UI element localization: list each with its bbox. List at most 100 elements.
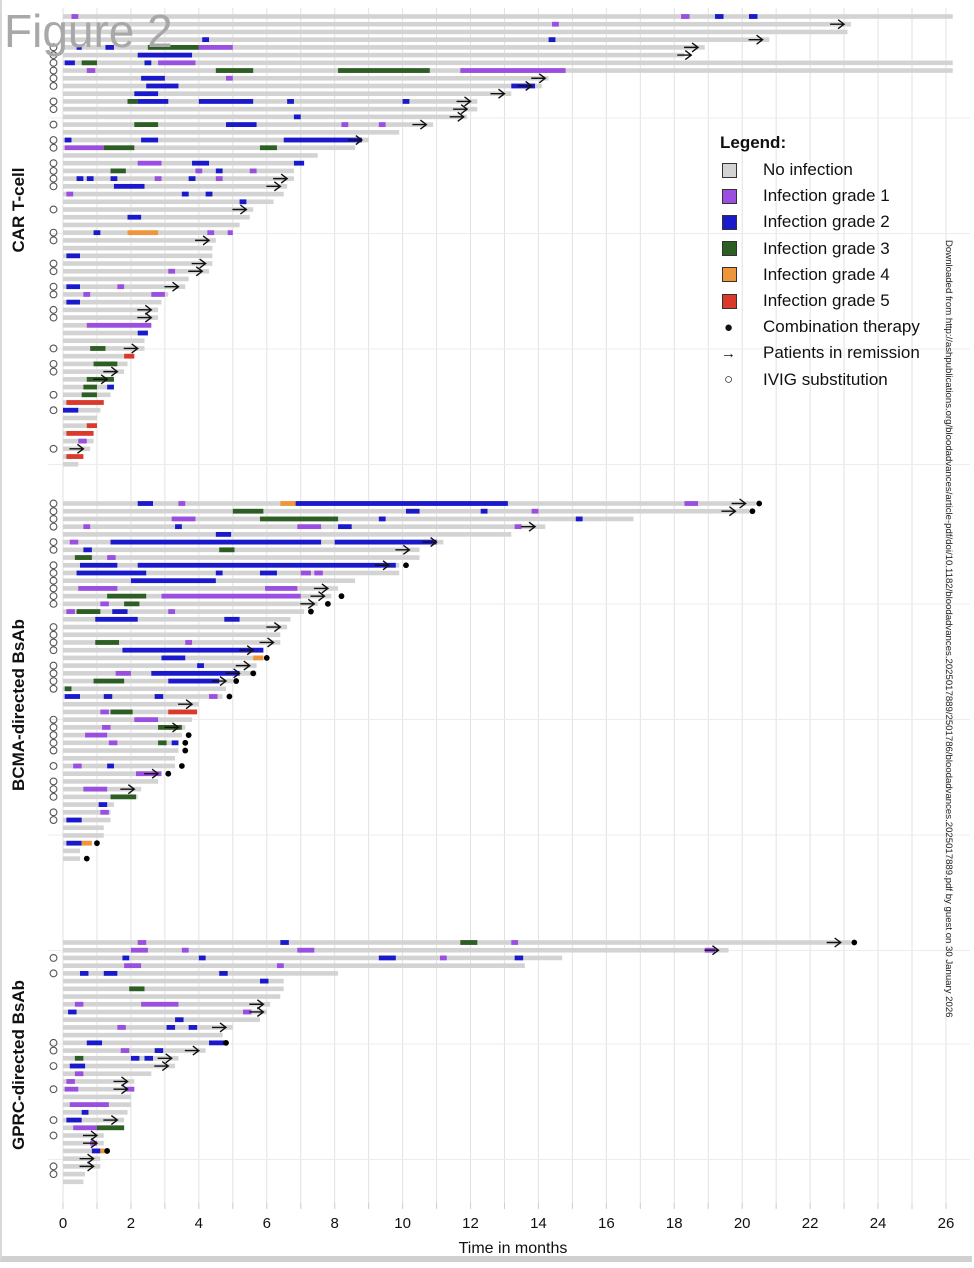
follow-up-bar [63,415,97,421]
follow-up-bar [63,779,159,784]
infection-segment-grade-2 [171,740,179,746]
follow-up-bar [63,330,148,336]
infection-segment-grade-3 [259,516,339,522]
infection-segment-grade-3 [110,794,137,800]
infection-segment-grade-3 [107,593,147,599]
ivig-circle-marker [49,576,58,585]
infection-segment-grade-4 [280,501,296,506]
infection-segment-grade-3 [93,361,118,367]
infection-segment-grade-2 [334,539,437,545]
infection-segment-grade-5 [66,430,94,436]
infection-segment-grade-2 [130,578,216,584]
infection-segment-grade-4 [127,230,159,236]
infection-segment-grade-3 [259,145,277,151]
infection-segment-grade-2 [93,230,101,236]
ivig-circle-marker [49,58,58,67]
infection-segment-grade-3 [81,392,97,398]
legend-label: IVIG substitution [763,369,888,389]
follow-up-bar [63,99,478,104]
remission-arrow-marker [521,521,537,532]
infection-segment-grade-2 [79,562,118,568]
remission-arrow-marker [412,119,428,130]
remission-arrow-marker [79,1153,95,1164]
infection-segment-grade-4 [81,840,92,846]
follow-up-bar [63,268,210,274]
infection-segment-grade-1 [66,609,75,614]
ivig-circle-marker [49,120,58,129]
remission-arrow-marker [449,111,465,122]
follow-up-bar [63,299,162,305]
follow-up-bar [63,45,705,50]
infection-segment-grade-1 [66,1079,75,1084]
combination-dot-marker [851,939,858,946]
ivig-circle-marker [49,344,58,353]
legend-item: Infection grade 4 [720,262,920,288]
infection-segment-grade-3 [74,555,92,560]
infection-segment-grade-1 [154,176,162,182]
infection-segment-grade-1 [168,609,176,614]
remission-arrow-marker [830,19,846,30]
infection-segment-grade-2 [66,284,80,290]
infection-segment-grade-1 [681,14,690,19]
follow-up-bar [63,1040,223,1046]
legend-item: Infection grade 2 [720,209,920,235]
follow-up-bar [63,971,339,976]
infection-segment-grade-2 [76,44,82,50]
filled-dot-icon: ● [723,318,734,336]
follow-up-bar [63,1032,223,1038]
remission-arrow-marker [120,784,136,795]
infection-segment-grade-2 [105,44,114,50]
infection-segment-grade-2 [192,160,210,166]
infection-segment-grade-1 [71,14,79,19]
remission-arrow-marker [184,1045,201,1056]
infection-segment-grade-1 [207,230,215,236]
infection-segment-grade-2 [137,501,153,506]
follow-up-bar [63,963,525,968]
infection-segment-grade-1 [511,940,519,945]
follow-up-bar [63,994,281,999]
ivig-circle-marker [49,522,58,531]
follow-up-bar [63,1086,135,1092]
infection-segment-grade-2 [215,168,223,174]
follow-up-bar [63,532,512,537]
follow-up-bar [63,222,240,228]
follow-up-bar [63,755,176,761]
ivig-circle-marker [49,746,58,755]
ivig-circle-marker [49,313,58,322]
infection-segment-grade-2 [239,199,247,205]
infection-segment-grade-1 [137,160,162,166]
infection-segment-grade-2 [209,1040,227,1046]
follow-up-bar [63,353,128,359]
remission-arrow-marker [313,583,330,594]
infection-segment-grade-2 [76,176,84,182]
ivig-circle-marker [49,1085,58,1094]
follow-up-bar [63,802,114,807]
infection-segment-grade-1 [66,191,74,197]
ivig-circle-marker [49,592,58,601]
x-tick-label: 4 [195,1215,203,1232]
follow-up-bar [63,1056,179,1061]
follow-up-bar [63,106,478,112]
x-tick-label: 2 [127,1215,135,1232]
infection-segment-grade-3 [129,986,145,992]
infection-segment-grade-2 [202,37,210,43]
remission-arrow-marker [164,281,180,292]
remission-arrow-marker [310,591,326,602]
x-tick-label: 8 [331,1215,339,1232]
follow-up-bar [63,307,159,313]
infection-segment-grade-1 [64,1086,79,1092]
infection-segment-grade-2 [107,384,114,390]
infection-segment-grade-2 [113,183,145,189]
infection-segment-grade-1 [86,322,152,328]
group-label: CAR T-cell [9,167,28,252]
infection-segment-grade-4 [253,655,264,661]
ivig-circle-marker [49,174,58,183]
download-watermark: Downloaded from http://ashpublications.o… [938,240,958,1030]
infection-segment-grade-1 [83,292,91,297]
legend-label: Infection grade 3 [763,238,890,258]
ivig-circle-marker [49,390,58,399]
infection-segment-grade-2 [66,1117,82,1123]
combination-dot-marker [83,855,90,862]
infection-segment-grade-1 [130,947,148,953]
